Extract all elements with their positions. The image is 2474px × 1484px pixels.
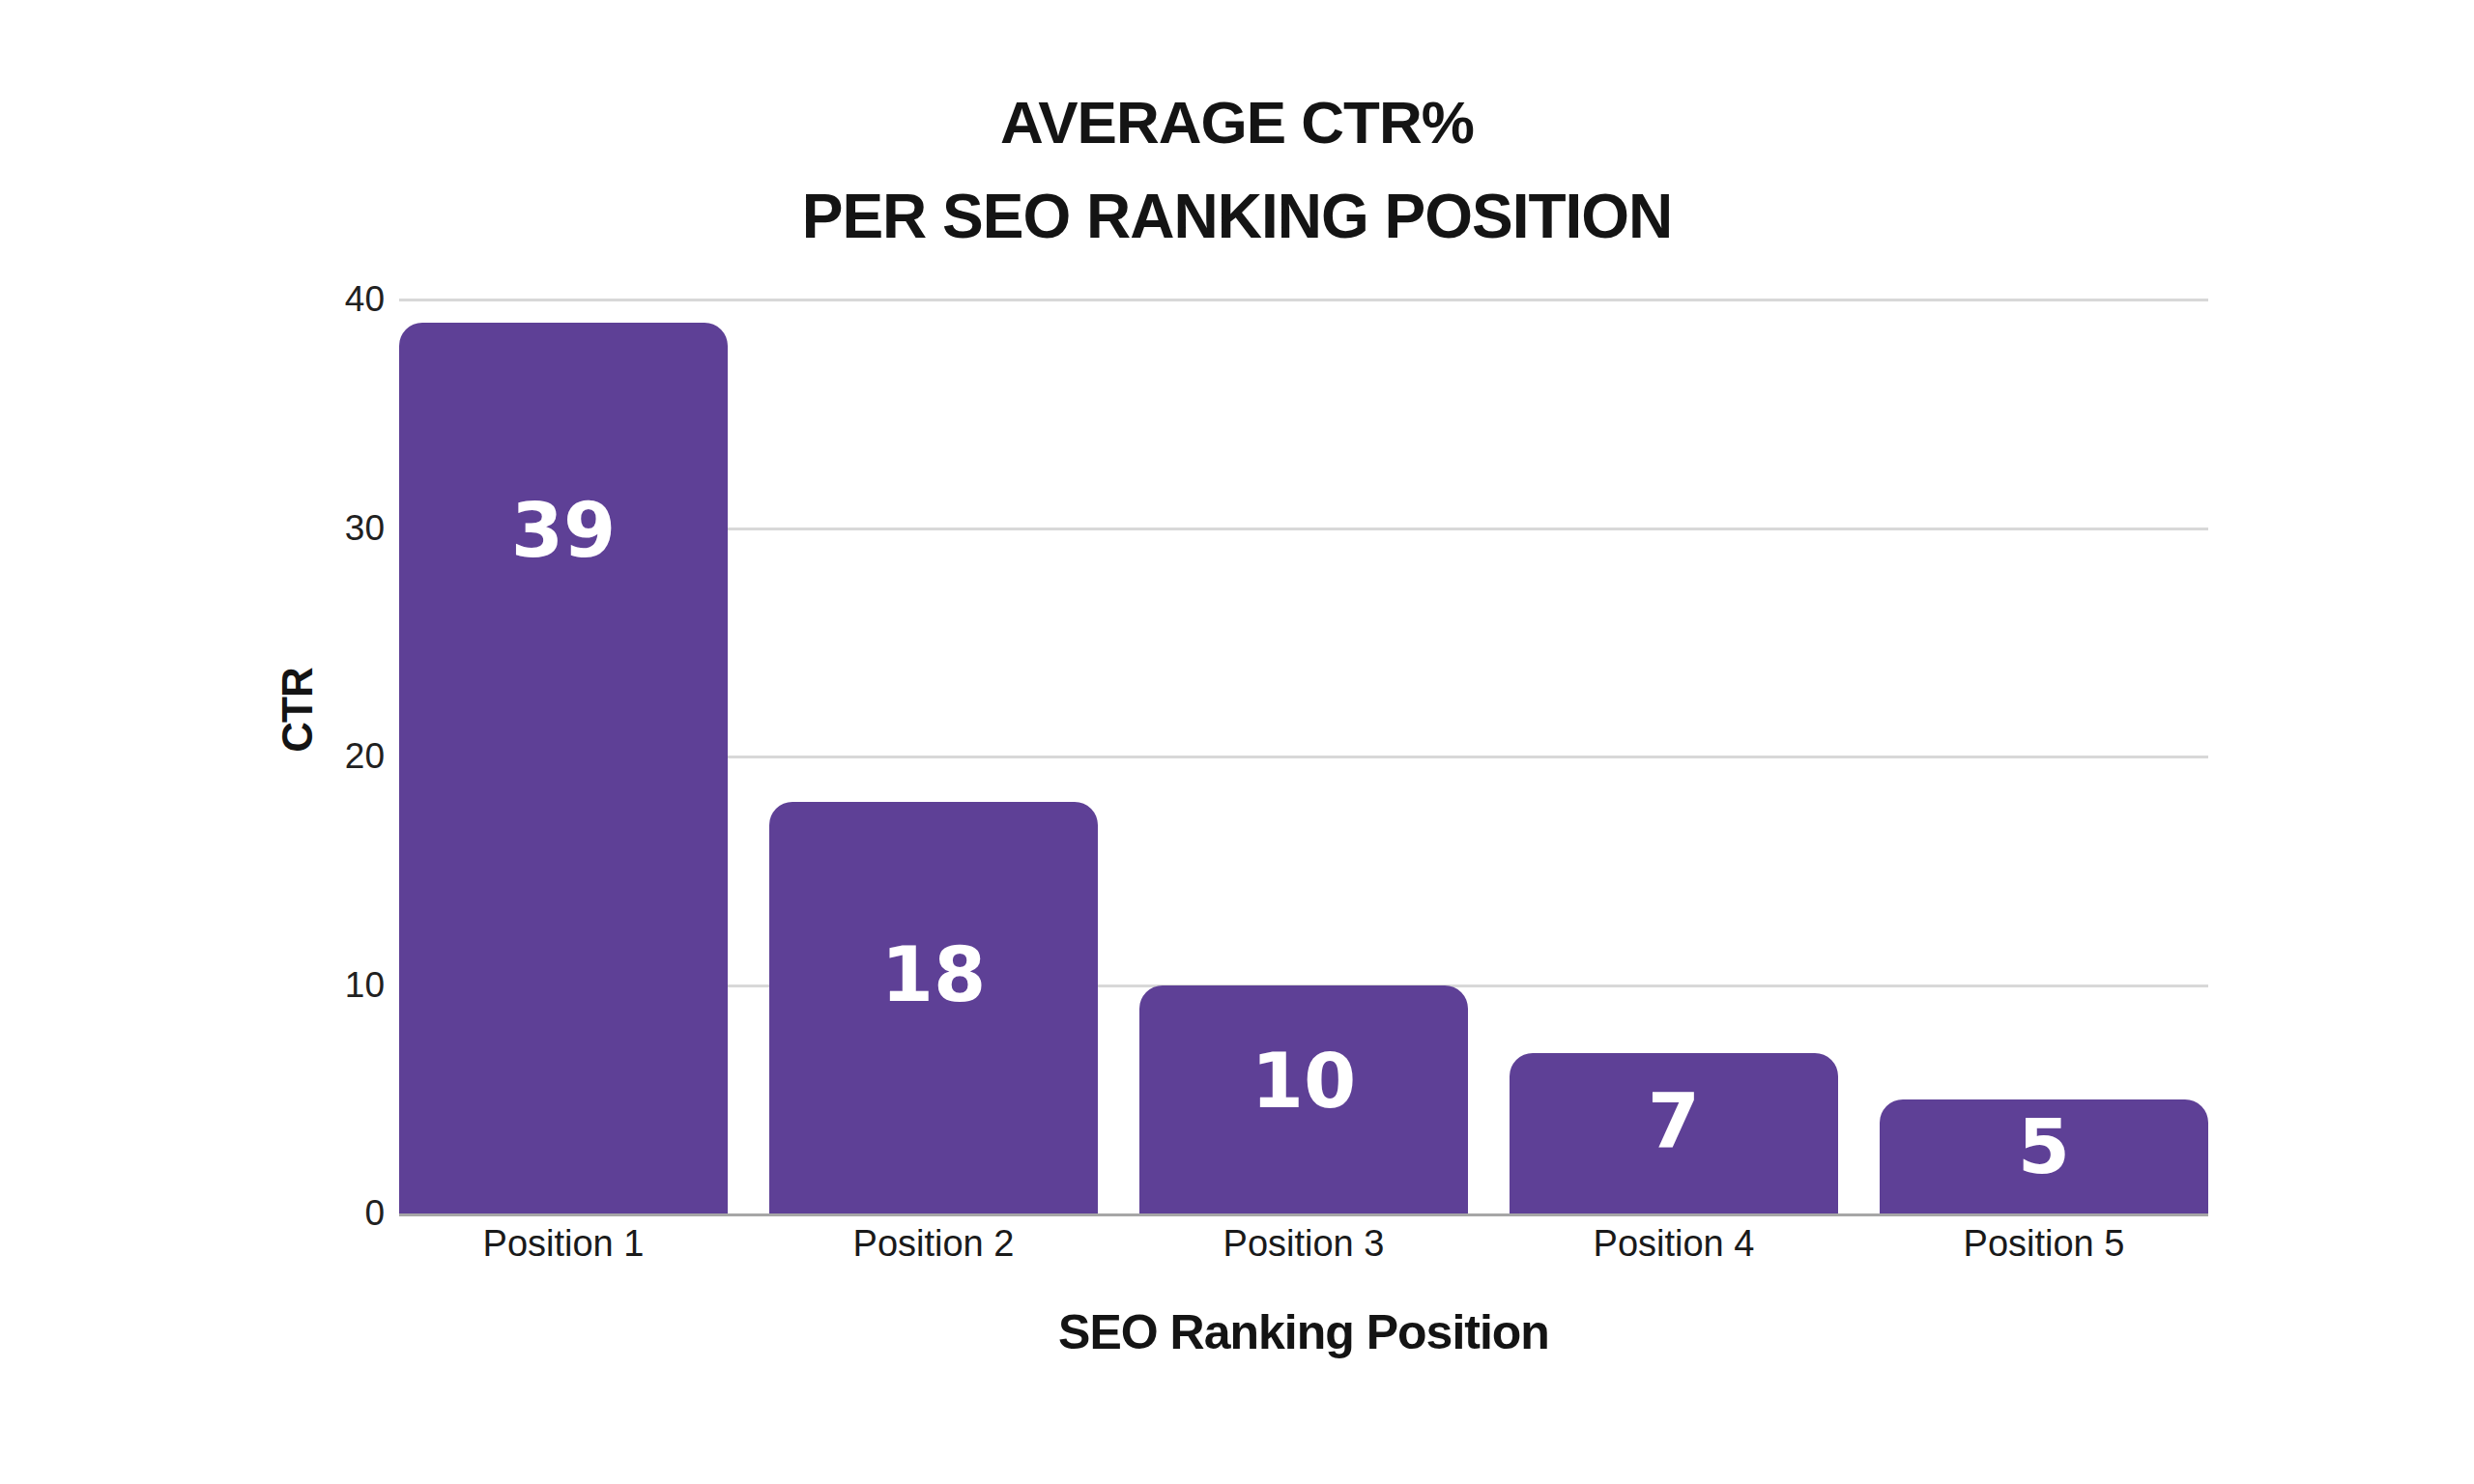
x-axis-title: SEO Ranking Position	[399, 1304, 2208, 1360]
chart-title-line-2: PER SEO RANKING POSITION	[0, 186, 2474, 247]
chart-canvas: AVERAGE CTR% PER SEO RANKING POSITION CT…	[0, 0, 2474, 1484]
x-tick-label-5: Position 5	[1880, 1225, 2208, 1262]
y-tick-label-30: 30	[222, 509, 385, 548]
y-tick-label-10: 10	[222, 966, 385, 1005]
x-axis-line	[399, 1213, 2208, 1216]
bar-position-5: 5	[1880, 1099, 2208, 1213]
bar-position-4: 7	[1510, 1053, 1838, 1213]
plot-area: 39 18 10 75	[399, 300, 2208, 1213]
gridline-y-40	[399, 299, 2208, 301]
bar-position-3: 10	[1139, 985, 1468, 1214]
x-tick-label-3: Position 3	[1139, 1225, 1468, 1262]
bar-position-1: 39	[399, 323, 728, 1213]
y-tick-label-40: 40	[222, 280, 385, 319]
bar-value-label-7: 7	[1510, 1083, 1838, 1158]
y-tick-label-20: 20	[222, 737, 385, 776]
y-tick-label-0: 0	[222, 1194, 385, 1233]
bar-value-label-18: 18	[769, 937, 1098, 1013]
x-axis-tick-labels: Position 1 Position 2 Position 3 Position 4…	[399, 1225, 2208, 1268]
bar-position-2: 18	[769, 802, 1098, 1213]
chart-title-line-1: AVERAGE CTR%	[0, 93, 2474, 153]
bar-value-label-5: 5	[1880, 1109, 2208, 1184]
bar-value-label-39: 39	[399, 493, 728, 568]
x-tick-label-1: Position 1	[399, 1225, 728, 1262]
x-tick-label-4: Position 4	[1510, 1225, 1838, 1262]
bar-value-label-10: 10	[1139, 1043, 1468, 1119]
x-tick-label-2: Position 2	[769, 1225, 1098, 1262]
